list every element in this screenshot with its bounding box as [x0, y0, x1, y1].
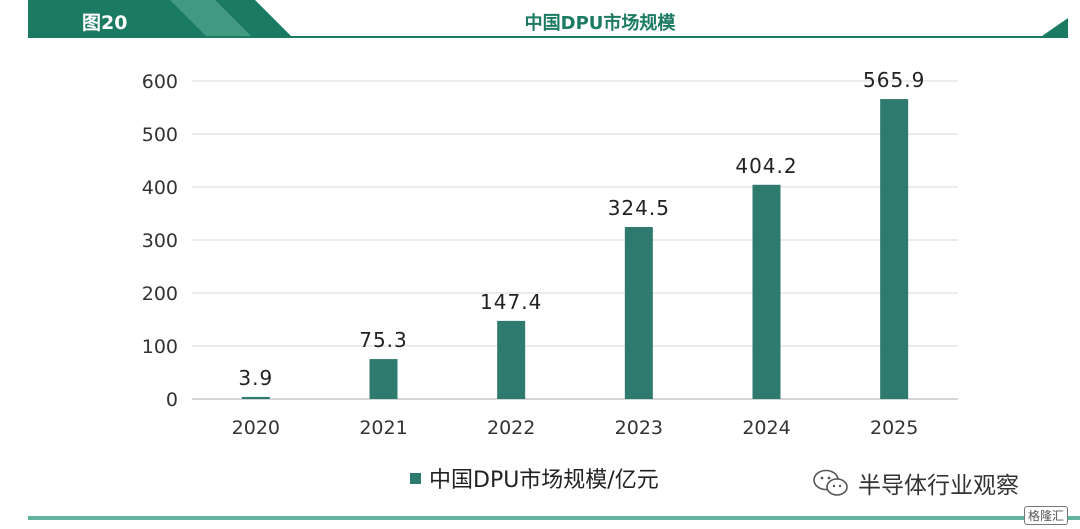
watermark: 半导体行业观察 [812, 466, 1019, 500]
header-banner [28, 0, 1068, 38]
x-tick-label: 2023 [615, 417, 663, 439]
bottom-divider [28, 516, 1080, 520]
legend: 中国DPU市场规模/亿元 [410, 462, 659, 494]
y-tick-label: 100 [142, 336, 178, 358]
grid-lines [192, 80, 958, 400]
x-tick-label: 2025 [870, 417, 918, 439]
bar-chart: 0 100 200 300 400 500 600 3.9 75.3 147.4 324.5 404… [142, 68, 958, 439]
y-tick-label: 500 [142, 124, 178, 146]
y-tick-label: 300 [142, 230, 178, 252]
bar [624, 227, 653, 399]
legend-swatch [410, 472, 421, 484]
x-axis-ticks: 2020 2021 2022 2023 2024 2025 [232, 417, 919, 439]
bars [241, 99, 909, 399]
bar [369, 359, 398, 399]
corner-logo: 格隆汇 [1023, 506, 1068, 525]
header-right-corner [1042, 18, 1068, 36]
header-tab-accent [170, 0, 251, 36]
x-tick-label: 2020 [232, 417, 280, 439]
y-tick-label: 200 [142, 283, 178, 305]
figure-label: 图20 [82, 12, 128, 34]
x-tick-label: 2021 [359, 417, 407, 439]
figure-title: 中国DPU市场规模 [524, 13, 676, 34]
bar [497, 320, 526, 399]
bar [880, 99, 909, 399]
x-tick-label: 2022 [487, 417, 535, 439]
data-label: 3.9 [238, 366, 273, 390]
data-label: 75.3 [359, 328, 408, 352]
y-tick-label: 600 [142, 71, 178, 93]
data-label: 404.2 [735, 154, 797, 178]
watermark-text: 半导体行业观察 [858, 473, 1019, 499]
y-axis-ticks: 0 100 200 300 400 500 600 [142, 71, 178, 411]
legend-label: 中国DPU市场规模/亿元 [429, 468, 659, 493]
data-label: 324.5 [608, 196, 670, 220]
y-tick-label: 0 [166, 389, 178, 411]
data-label: 147.4 [480, 290, 542, 314]
data-labels: 3.9 75.3 147.4 324.5 404.2 565.9 [238, 68, 925, 390]
wechat-icon [813, 469, 848, 496]
bar [241, 396, 270, 399]
figure-header: 图20 中国DPU市场规模 [0, 0, 1080, 40]
x-tick-label: 2024 [742, 417, 790, 439]
bar [752, 184, 781, 399]
y-tick-label: 400 [142, 177, 178, 199]
data-label: 565.9 [863, 68, 925, 92]
